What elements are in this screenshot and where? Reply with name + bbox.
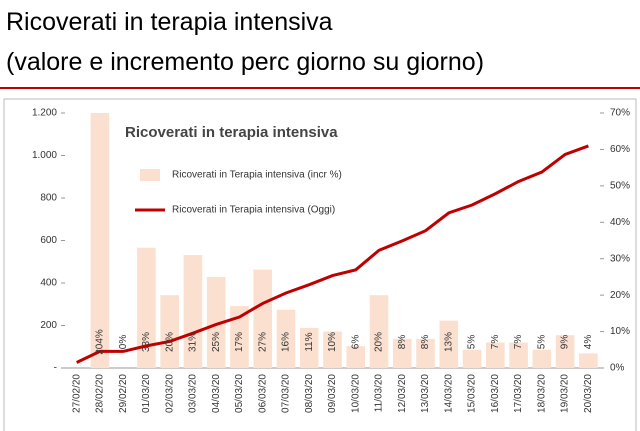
bar [160, 295, 179, 368]
bar [253, 269, 273, 368]
x-tick-label: 18/03/20 [536, 374, 547, 413]
x-tick-label: 13/03/20 [420, 374, 431, 413]
bar [206, 276, 226, 368]
bar [299, 327, 319, 368]
x-tick-label: 27/02/20 [71, 374, 82, 413]
chart-title: Ricoverati in terapia intensiva [125, 124, 338, 141]
data-label: 25% [211, 332, 222, 352]
x-tick-label: 06/03/20 [257, 374, 268, 413]
y2-tick-label: 0% [610, 363, 625, 374]
x-tick-label: 29/02/20 [118, 374, 129, 413]
data-label: 7% [513, 335, 524, 350]
bar [462, 349, 482, 368]
y2-tick-label: 30% [610, 253, 630, 264]
bar [555, 335, 575, 368]
bar [416, 338, 435, 368]
x-tick-label: 03/03/20 [188, 374, 199, 413]
data-label: 20% [164, 332, 175, 352]
bar [230, 306, 249, 368]
data-label: 16% [281, 332, 292, 352]
y-tick-label: 200 [40, 320, 57, 331]
x-tick-label: 19/03/20 [560, 374, 571, 413]
bar [392, 338, 412, 368]
plot-area [75, 113, 598, 369]
data-label: 11% [304, 332, 315, 351]
data-label: 9% [560, 335, 571, 350]
x-tick-label: 01/03/20 [141, 374, 152, 413]
x-tick-label: 12/03/20 [397, 374, 408, 413]
data-label: 5% [467, 335, 478, 350]
y2-tick-label: 10% [610, 326, 630, 337]
bar [346, 346, 366, 368]
bar [369, 295, 389, 368]
x-tick-label: 07/03/20 [281, 374, 292, 413]
y2-tick-label: 50% [610, 180, 630, 191]
bar [509, 342, 528, 368]
legend-swatch [140, 169, 160, 181]
x-tick-label: 11/03/20 [374, 374, 385, 413]
y2-tick-label: 20% [610, 290, 630, 301]
data-label: 10% [327, 332, 338, 352]
y-tick-label: 400 [40, 278, 57, 289]
x-tick-label: 16/03/20 [490, 374, 501, 413]
y-tick-label: 1.000 [32, 150, 57, 161]
x-tick-label: 05/03/20 [234, 374, 245, 413]
x-tick-label: 17/03/20 [513, 374, 524, 413]
data-label: 8% [397, 335, 408, 350]
data-label: 8% [420, 335, 431, 350]
x-tick-label: 14/03/20 [443, 374, 454, 413]
bar [579, 353, 598, 368]
bar [90, 113, 110, 369]
x-tick-label: 04/03/20 [211, 374, 222, 413]
data-label: 20% [374, 332, 385, 352]
bar [183, 255, 203, 368]
page-subtitle: (valore e incremento perc giorno su gior… [6, 48, 484, 76]
data-label: 5% [536, 335, 547, 350]
y-tick-label: - [54, 363, 57, 374]
page-title: Ricoverati in terapia intensiva [6, 8, 333, 36]
y2-tick-label: 60% [610, 144, 630, 155]
data-label: 7% [490, 335, 501, 350]
y-tick-label: 800 [40, 193, 57, 204]
x-tick-label: 08/03/20 [304, 374, 315, 413]
bar [439, 320, 459, 368]
data-label: 6% [350, 335, 361, 350]
y2-tick-label: 40% [610, 217, 630, 228]
y-tick-label: 1.200 [32, 108, 57, 119]
data-label: 204% [95, 329, 106, 355]
chart-frame [3, 98, 637, 431]
legend-label: Ricoverati in Terapia intensiva (Oggi) [172, 205, 335, 216]
y-tick-label: 600 [40, 235, 57, 246]
x-tick-label: 15/03/20 [467, 374, 478, 413]
x-tick-label: 10/03/20 [350, 374, 361, 413]
x-tick-label: 09/03/20 [327, 374, 338, 413]
bar [276, 309, 296, 368]
line [75, 144, 589, 364]
data-label: 0% [118, 335, 129, 350]
data-label: 13% [443, 332, 454, 352]
y2-tick-label: 70% [610, 108, 630, 119]
bar [532, 349, 552, 368]
data-label: 4% [583, 335, 594, 350]
x-tick-label: 20/03/20 [583, 374, 594, 413]
bar [323, 331, 342, 368]
x-tick-label: 02/03/20 [164, 374, 175, 413]
data-label: 27% [257, 332, 268, 352]
bar [137, 247, 156, 368]
legend-label: Ricoverati in Terapia intensiva (incr %) [172, 170, 342, 181]
x-tick-label: 28/02/20 [95, 374, 106, 413]
bar [486, 342, 505, 368]
data-label: 31% [188, 332, 199, 352]
data-label: 17% [234, 332, 245, 352]
data-label: 33% [141, 332, 152, 352]
